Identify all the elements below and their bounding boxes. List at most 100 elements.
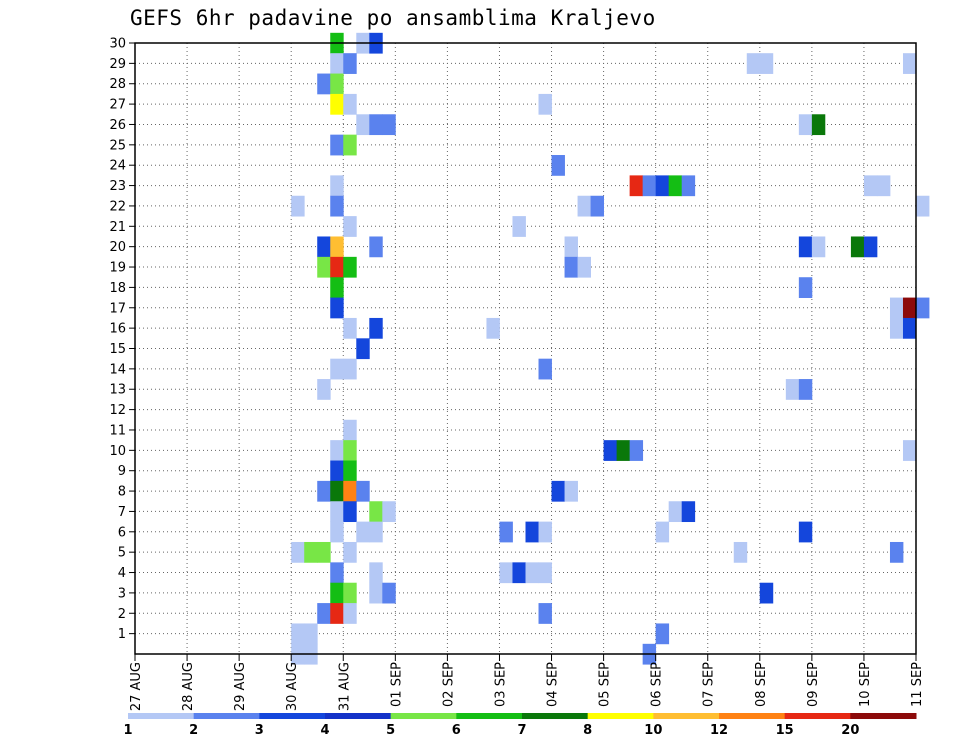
colorbar-swatch <box>653 713 720 719</box>
heatmap-cell <box>317 603 331 624</box>
heatmap-cell <box>382 582 396 604</box>
x-tick-label: 04 SEP <box>546 662 561 707</box>
heatmap-cell <box>551 480 565 502</box>
y-tick-label: 19 <box>109 261 126 276</box>
heatmap-cell <box>902 53 917 74</box>
heatmap-cell <box>343 460 357 482</box>
colorbar-swatch <box>390 713 457 719</box>
heatmap-cell <box>850 236 865 258</box>
heatmap-cell <box>343 541 357 563</box>
heatmap-cell <box>330 53 344 74</box>
colorbar-swatch <box>719 713 786 719</box>
heatmap-cell <box>330 134 344 156</box>
heatmap-cell <box>564 236 578 258</box>
heatmap-cell <box>525 562 539 584</box>
heatmap-cell <box>916 195 930 217</box>
heatmap-cell <box>525 521 539 543</box>
y-tick-label: 5 <box>118 546 126 561</box>
heatmap-cell <box>551 155 565 176</box>
y-tick-label: 28 <box>109 77 126 92</box>
heatmap-cell <box>343 582 357 604</box>
heatmap-cell <box>304 623 318 645</box>
heatmap-cell <box>759 53 774 74</box>
y-tick-label: 14 <box>109 362 126 377</box>
heatmap-cell <box>330 277 344 298</box>
heatmap-cell <box>681 501 696 523</box>
heatmap-cell <box>785 379 800 400</box>
heatmap-cell <box>798 114 813 136</box>
heatmap-cell <box>343 358 357 380</box>
heatmap-cell <box>564 480 578 502</box>
x-tick-label: 08 SEP <box>754 662 769 707</box>
heatmap-cell <box>577 195 591 217</box>
heatmap-cell <box>330 562 344 584</box>
colorbar-label: 4 <box>320 723 329 738</box>
x-tick-label: 03 SEP <box>493 662 508 707</box>
y-tick-label: 21 <box>109 220 126 235</box>
heatmap-cell <box>330 521 344 543</box>
heatmap-cell <box>681 175 696 197</box>
y-tick-label: 23 <box>109 179 126 194</box>
heatmap-cell <box>369 236 383 258</box>
heatmap-cell <box>798 379 813 400</box>
x-tick-label: 31 AUG <box>337 662 352 711</box>
heatmap-cell <box>343 419 357 441</box>
colorbar-label: 6 <box>452 723 461 738</box>
heatmap-cell <box>317 236 331 258</box>
heatmap-cell <box>317 541 331 563</box>
y-tick-label: 30 <box>109 37 126 52</box>
colorbar-label: 3 <box>255 723 264 738</box>
heatmap-cell <box>902 440 917 461</box>
heatmap-cell <box>343 603 357 624</box>
heatmap-cell <box>876 175 891 197</box>
heatmap-cell <box>902 297 917 319</box>
heatmap-cell <box>902 317 917 339</box>
heatmap-cell <box>499 562 513 584</box>
heatmap-cell <box>668 501 683 523</box>
heatmap-cell <box>330 460 344 482</box>
heatmap-cell <box>343 317 357 339</box>
heatmap-cell <box>369 501 383 523</box>
heatmap-cell <box>733 541 748 563</box>
heatmap-cell <box>330 236 344 258</box>
heatmap-cell <box>538 358 552 380</box>
heatmap-cell <box>655 521 670 543</box>
x-tick-label: 01 SEP <box>389 662 404 707</box>
heatmap-cell <box>590 195 604 217</box>
y-tick-label: 27 <box>109 98 126 113</box>
y-tick-label: 29 <box>109 57 126 72</box>
heatmap-cell <box>330 195 344 217</box>
x-tick-label: 07 SEP <box>702 662 717 707</box>
colorbar-swatch <box>522 713 589 719</box>
colorbar-swatch <box>587 713 654 719</box>
colorbar-swatch <box>259 713 326 719</box>
heatmap-cell <box>512 216 526 237</box>
colorbar-swatch <box>784 713 851 719</box>
heatmap-cell <box>889 297 904 319</box>
heatmap-cell <box>356 338 370 360</box>
heatmap-cell <box>798 277 813 298</box>
heatmap-cell <box>343 134 357 156</box>
heatmap-cell <box>330 256 344 278</box>
colorbar-label: 5 <box>386 723 395 738</box>
heatmap-cell <box>330 480 344 502</box>
heatmap-cell <box>629 175 644 197</box>
heatmap-cell <box>330 501 344 523</box>
heatmap-cell <box>564 256 578 278</box>
heatmap-cell <box>343 501 357 523</box>
colorbar-swatch <box>128 713 195 719</box>
heatmap-cell <box>499 521 513 543</box>
heatmap-cell <box>356 480 370 502</box>
colorbar-swatch <box>456 713 523 719</box>
heatmap-cell <box>330 582 344 604</box>
x-tick-label: 02 SEP <box>441 662 456 707</box>
heatmap-cell <box>655 175 670 197</box>
y-tick-label: 2 <box>118 607 126 622</box>
heatmap-cell <box>382 114 396 136</box>
heatmap-cell <box>304 541 318 563</box>
x-tick-label: 05 SEP <box>598 662 613 707</box>
colorbar-swatch <box>193 713 260 719</box>
heatmap-cell <box>863 236 878 258</box>
y-tick-label: 24 <box>109 159 126 174</box>
